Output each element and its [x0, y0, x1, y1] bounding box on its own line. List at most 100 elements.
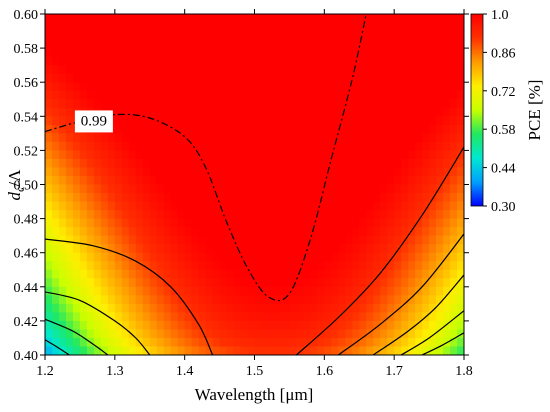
heatmap-cell [359, 210, 367, 220]
heatmap-cell [394, 201, 402, 211]
heatmap-cell [443, 150, 451, 160]
heatmap-cell [303, 48, 311, 58]
heatmap-cell [401, 193, 409, 203]
heatmap-cell [177, 48, 186, 58]
heatmap-cell [45, 99, 53, 109]
heatmap-cell [310, 227, 318, 237]
y-tick-label: 0.52 [14, 144, 39, 159]
heatmap-cell [352, 244, 360, 254]
heatmap-cell [450, 48, 458, 58]
heatmap-cell [422, 346, 430, 355]
heatmap-cell [443, 73, 451, 83]
heatmap-cell [394, 346, 402, 355]
heatmap-cell [58, 158, 67, 169]
heatmap-cell [226, 193, 235, 203]
heatmap-cell [86, 90, 95, 100]
heatmap-cell [58, 14, 67, 24]
heatmap-cell [408, 14, 416, 24]
heatmap-cell [310, 303, 318, 313]
heatmap-cell [121, 193, 130, 203]
heatmap-cell [443, 167, 451, 177]
heatmap-cell [45, 116, 53, 126]
heatmap-cell [352, 320, 360, 331]
heatmap-cell [310, 235, 318, 245]
heatmap-cell [373, 193, 381, 203]
heatmap-cell [191, 286, 200, 296]
heatmap-cell [51, 252, 60, 262]
heatmap-cell [240, 150, 249, 160]
heatmap-cell [240, 286, 249, 296]
heatmap-cell [114, 39, 123, 49]
heatmap-cell [366, 320, 374, 331]
heatmap-cell [198, 65, 207, 75]
heatmap-cell [205, 158, 214, 169]
heatmap-cell [261, 31, 270, 41]
heatmap-cell [345, 133, 353, 143]
heatmap-cell [86, 22, 95, 32]
heatmap-cell [177, 99, 186, 109]
heatmap-cell [135, 107, 144, 117]
heatmap-cell [100, 65, 109, 75]
heatmap-cell [163, 175, 172, 186]
heatmap-cell [142, 133, 151, 143]
heatmap-cell [86, 320, 95, 331]
heatmap-cell [303, 320, 311, 331]
heatmap-cell [317, 116, 325, 126]
heatmap-cell [79, 73, 88, 83]
heatmap-cell [226, 320, 235, 331]
heatmap-cell [156, 14, 165, 24]
y-tick-label: 0.46 [14, 247, 39, 262]
heatmap-cell [219, 48, 228, 58]
heatmap-cell [317, 124, 325, 134]
heatmap-cell [65, 193, 74, 203]
heatmap-cell [198, 158, 207, 169]
heatmap-cell [296, 184, 304, 194]
colorbar-tick-label: 0.72 [491, 85, 516, 100]
heatmap-cell [149, 56, 158, 66]
heatmap-cell [436, 312, 444, 322]
heatmap-cell [282, 22, 291, 32]
heatmap-cell [184, 73, 193, 83]
heatmap-cell [163, 235, 172, 245]
heatmap-cell [359, 329, 367, 339]
heatmap-cell [310, 312, 318, 322]
heatmap-cell [177, 65, 186, 75]
heatmap-cell [254, 235, 263, 245]
heatmap-cell [58, 218, 67, 228]
heatmap-cell [212, 56, 221, 66]
heatmap-cell [338, 329, 346, 339]
heatmap-cell [310, 337, 318, 348]
heatmap-cell [191, 22, 200, 32]
heatmap-cell [401, 167, 409, 177]
heatmap-cell [366, 227, 374, 237]
heatmap-cell [282, 73, 291, 83]
heatmap-cell [457, 346, 464, 355]
heatmap-cell [247, 286, 256, 296]
heatmap-cell [275, 39, 284, 49]
heatmap-cell [51, 303, 60, 313]
heatmap-cell [429, 235, 437, 245]
heatmap-cell [373, 346, 381, 355]
heatmap-cell [422, 150, 430, 160]
heatmap-cell [254, 141, 263, 152]
heatmap-cell [128, 295, 137, 305]
heatmap-cell [401, 48, 409, 58]
heatmap-cell [163, 329, 172, 339]
heatmap-cell [142, 82, 151, 92]
contour-line [400, 310, 464, 355]
heatmap-cell [107, 193, 116, 203]
heatmap-cell [422, 244, 430, 254]
heatmap-cell [359, 175, 367, 186]
heatmap-cell [268, 244, 277, 254]
heatmap-cell [408, 278, 416, 288]
heatmap-cell [51, 167, 60, 177]
heatmap-cell [317, 31, 325, 41]
heatmap-cell [261, 99, 270, 109]
heatmap-cell [373, 158, 381, 169]
heatmap-cell [58, 141, 67, 152]
heatmap-cell [394, 261, 402, 271]
heatmap-cell [289, 346, 297, 355]
heatmap-cell [310, 56, 318, 66]
heatmap-cell [219, 31, 228, 41]
heatmap-cell [373, 312, 381, 322]
